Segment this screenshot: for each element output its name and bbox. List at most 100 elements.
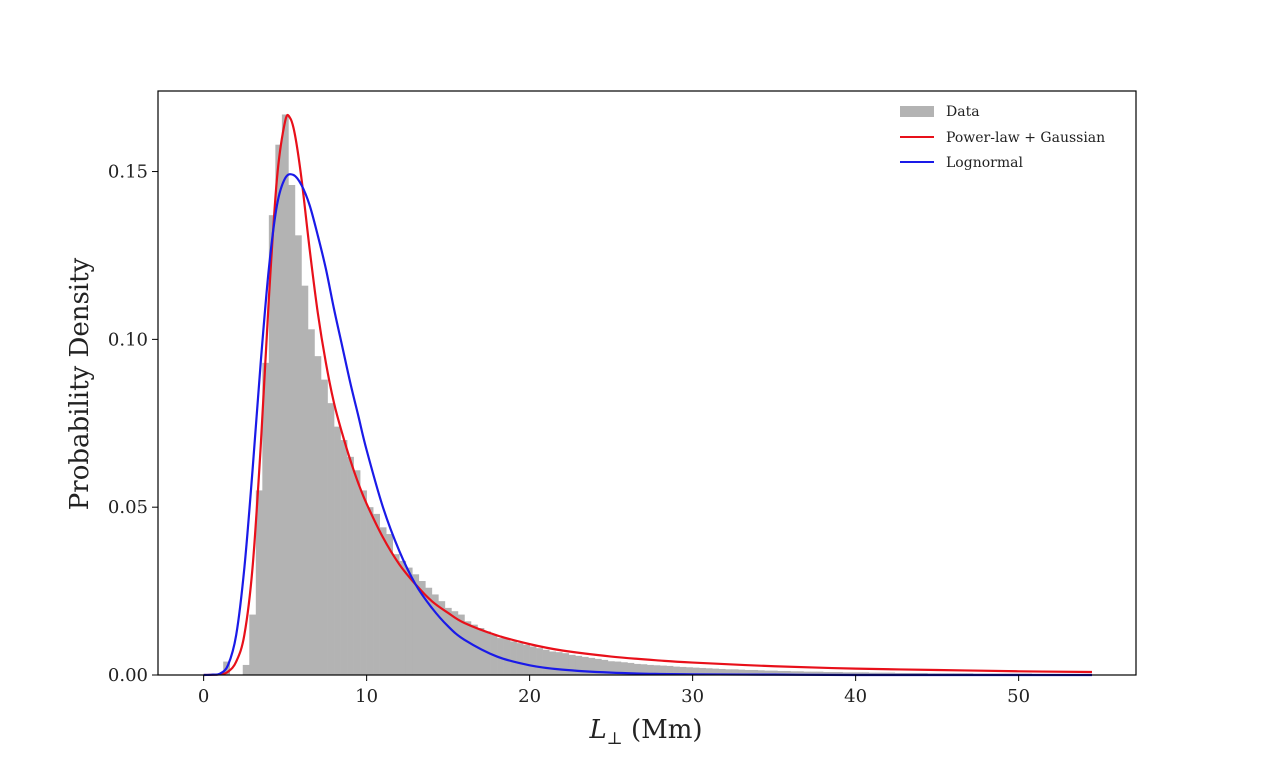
histogram-bar <box>725 669 733 675</box>
histogram-bar <box>692 667 700 675</box>
x-axis-label: L⊥ (Mm) <box>588 715 702 749</box>
histogram-bars <box>223 114 1078 676</box>
histogram-bar <box>549 651 557 675</box>
legend-swatch-data <box>900 106 934 117</box>
x-tick-label: 0 <box>198 686 209 707</box>
y-axis-ticks: 0.00 0.05 0.10 0.15 <box>108 162 158 686</box>
histogram-bar <box>353 470 361 675</box>
histogram-bar <box>660 665 667 675</box>
histogram-bar <box>307 329 315 675</box>
histogram-bar <box>294 235 302 675</box>
histogram-bar <box>751 669 759 675</box>
histogram-bar <box>594 658 602 675</box>
histogram-bar <box>536 648 543 675</box>
histogram-bar <box>816 671 824 675</box>
histogram-bar <box>575 655 583 675</box>
histogram-bar <box>281 114 289 675</box>
x-tick-label: 20 <box>518 686 541 707</box>
powerlaw-gaussian-line <box>203 113 1092 677</box>
x-tick-label: 40 <box>844 686 867 707</box>
histogram-bar <box>757 670 765 675</box>
histogram-bar <box>862 672 869 675</box>
histogram-bar <box>542 649 550 675</box>
histogram-bar <box>653 665 661 675</box>
histogram-bar <box>249 614 257 675</box>
histogram-bar <box>288 184 296 676</box>
histogram-bar <box>457 614 465 675</box>
histogram-bar <box>568 654 576 675</box>
histogram-bar <box>712 668 720 675</box>
histogram-bar <box>849 672 856 675</box>
histogram-bar <box>412 574 420 675</box>
histogram-bar <box>451 611 459 675</box>
histogram-bar <box>334 426 341 675</box>
histogram-bar <box>601 659 609 675</box>
legend: Data Power-law + Gaussian Lognormal <box>900 104 1105 171</box>
histogram-bar <box>255 490 263 675</box>
histogram-bar <box>340 440 348 675</box>
histogram-bar <box>888 672 896 675</box>
histogram-bar <box>268 215 276 676</box>
legend-label-powerlaw: Power-law + Gaussian <box>946 130 1105 146</box>
histogram-bar <box>314 356 322 675</box>
histogram-bar <box>301 285 309 675</box>
plot-frame <box>157 90 1137 676</box>
fit-lines <box>203 113 1092 677</box>
histogram-bar <box>405 567 413 675</box>
histogram-bar <box>731 669 739 675</box>
histogram-bar <box>790 671 798 675</box>
histogram-bar <box>562 653 570 675</box>
legend-label-lognormal: Lognormal <box>946 155 1023 171</box>
x-tick-label: 50 <box>1007 686 1030 707</box>
histogram-bar <box>679 666 687 675</box>
histogram-bar <box>686 667 693 675</box>
histogram-bar <box>366 507 374 675</box>
histogram-bar <box>823 671 830 675</box>
y-tick-label: 0.00 <box>108 665 148 686</box>
histogram-bar <box>738 669 746 675</box>
y-tick-label: 0.15 <box>108 162 148 183</box>
histogram-bar <box>796 671 804 675</box>
histogram-bar <box>262 362 270 675</box>
histogram-bar <box>379 527 387 675</box>
histogram-bar <box>516 643 524 675</box>
histogram-bar <box>242 664 250 675</box>
y-tick-label: 0.10 <box>108 329 148 350</box>
histogram-bar <box>510 641 517 675</box>
histogram-bar <box>392 554 400 675</box>
histogram-bar <box>640 664 648 675</box>
histogram-bar <box>607 661 615 675</box>
histogram-bar <box>464 621 472 675</box>
histogram-bar <box>699 667 706 675</box>
histogram-bar <box>425 587 433 675</box>
histogram-bar <box>810 671 817 675</box>
histogram-bar <box>497 638 504 675</box>
histogram-bar <box>418 581 426 675</box>
histogram-bar <box>633 663 641 675</box>
histogram-bar <box>770 670 778 675</box>
histogram-bar <box>438 601 446 675</box>
histogram-bar <box>614 661 622 675</box>
histogram-bar <box>470 624 478 675</box>
histogram-bar <box>829 671 837 675</box>
histogram-bar <box>842 672 850 675</box>
histogram-bar <box>705 668 713 675</box>
histogram-bar <box>836 671 843 675</box>
histogram-bar <box>666 665 674 675</box>
lognormal-line <box>203 173 1092 677</box>
histogram-bar <box>529 646 537 675</box>
histogram-bar <box>347 456 354 675</box>
histogram-bar <box>581 656 589 675</box>
legend-label-data: Data <box>946 104 980 120</box>
histogram-bar <box>855 672 863 675</box>
y-tick-label: 0.05 <box>108 497 148 518</box>
histogram-bar <box>477 628 485 675</box>
histogram-bar <box>627 662 635 675</box>
histogram-bar <box>777 670 785 675</box>
y-axis-label: Probability Density <box>65 257 95 510</box>
x-axis-ticks: 0 10 20 30 40 50 <box>198 675 1030 707</box>
histogram-bar <box>744 669 752 675</box>
x-tick-label: 10 <box>355 686 378 707</box>
histogram-bar <box>321 379 328 675</box>
